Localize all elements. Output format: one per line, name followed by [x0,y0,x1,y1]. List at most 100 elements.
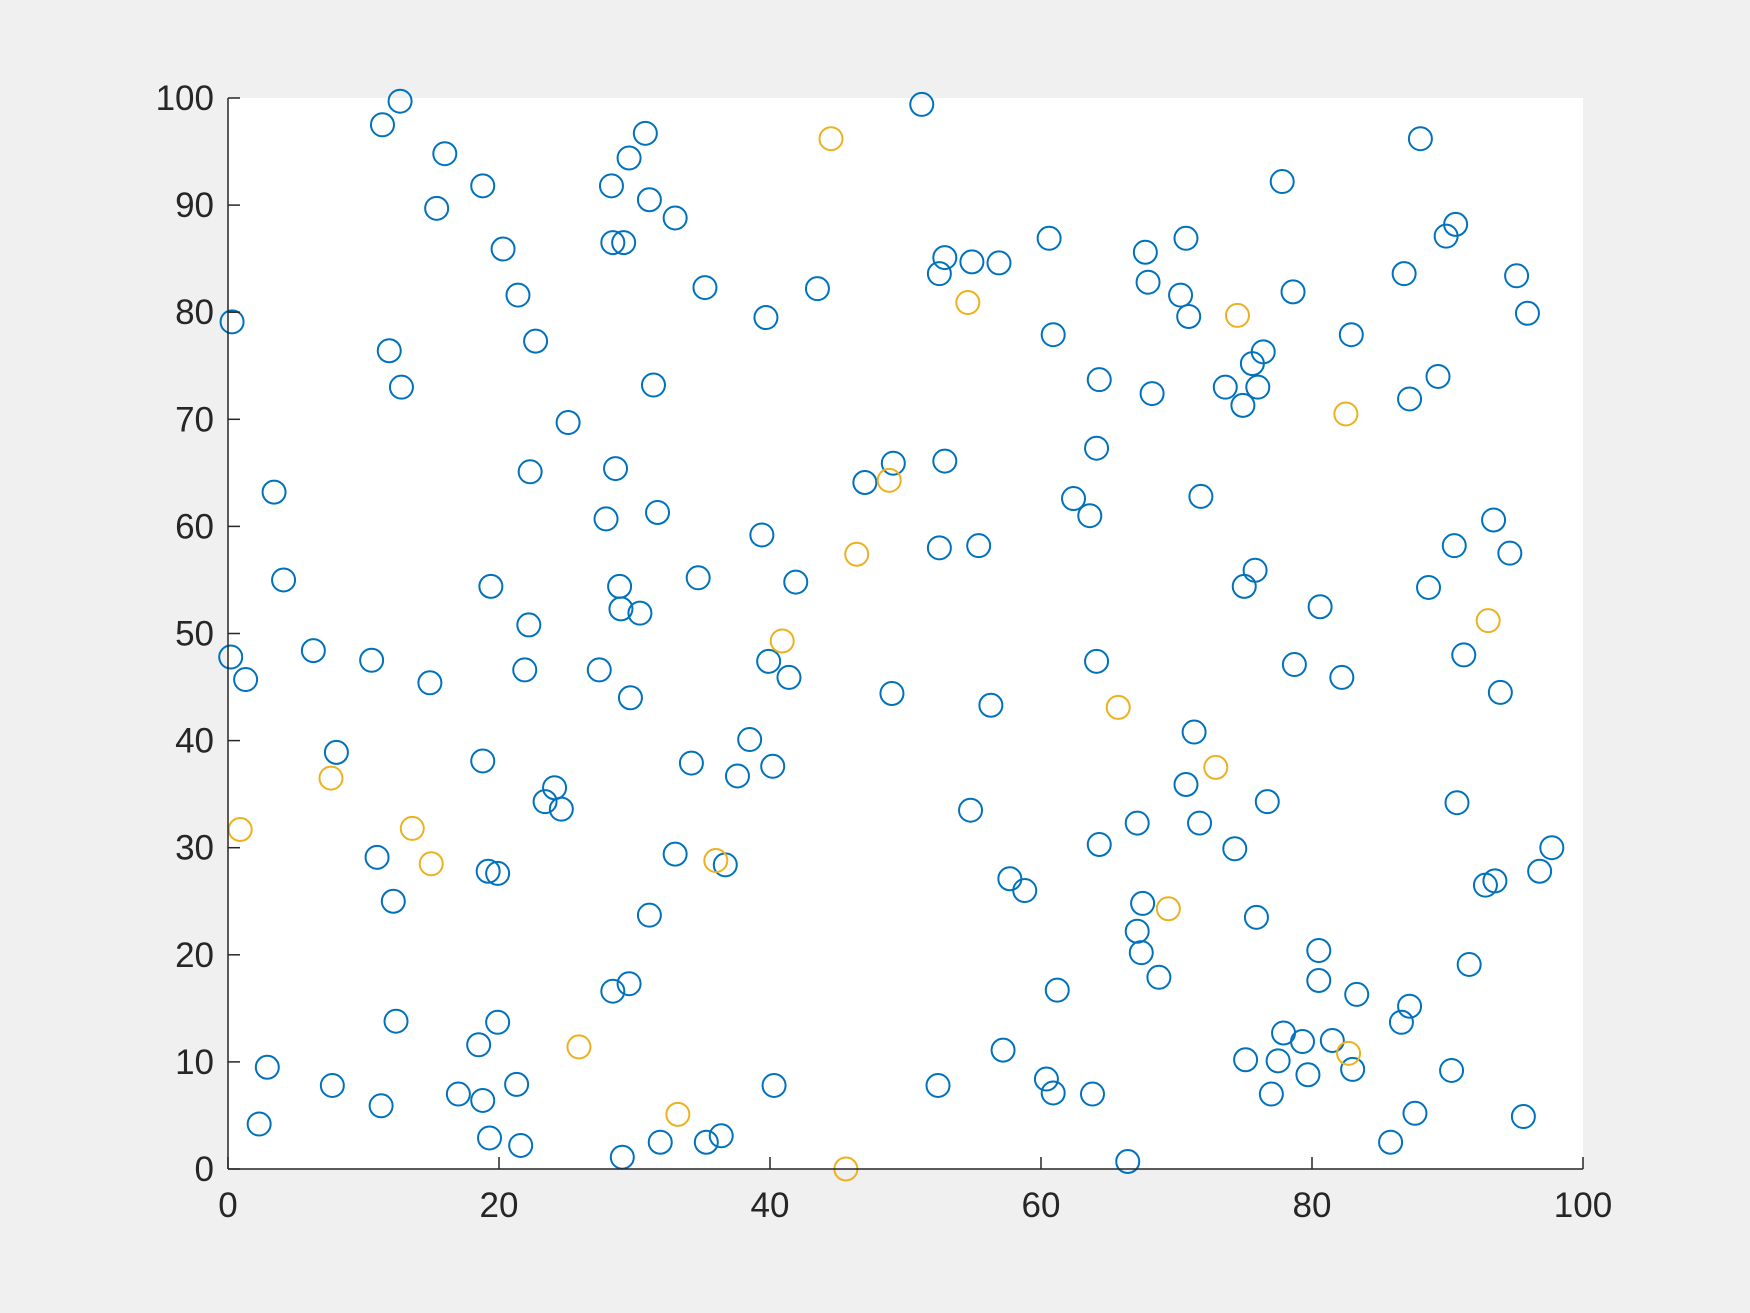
point [1233,1047,1259,1073]
point [318,765,344,791]
x-tick-label: 80 [1293,1186,1332,1225]
point [1527,858,1553,884]
point [1391,261,1417,287]
point [955,290,981,316]
point [632,120,658,146]
y-tick-label: 0 [195,1150,214,1189]
point [1146,964,1172,990]
point [662,205,688,231]
point [1510,1104,1536,1130]
point [665,1101,691,1127]
point [1105,694,1131,720]
point [470,1087,496,1113]
point [388,374,414,400]
point [1086,831,1112,857]
point [1475,608,1501,634]
point [1044,977,1070,1003]
point [932,245,958,271]
point [1040,322,1066,348]
point [756,648,782,674]
point [761,1072,787,1098]
point [1472,872,1498,898]
point [323,739,349,765]
point [611,230,637,256]
y-tick-label: 10 [175,1043,214,1082]
point [959,249,985,275]
point [383,1008,409,1034]
point [926,261,952,287]
point [523,328,549,354]
point [608,596,634,622]
point [603,456,629,482]
point [636,187,662,213]
point [844,541,870,567]
y-tick-label: 40 [175,722,214,761]
x-tick-label: 60 [1022,1186,1061,1225]
point [246,1111,272,1137]
point [1128,940,1154,966]
point [478,573,504,599]
point [647,1129,673,1155]
point [678,750,704,776]
point [966,533,992,559]
point [990,1037,1016,1063]
point [475,858,501,884]
point [1155,896,1181,922]
point [300,638,326,664]
point [1224,302,1250,328]
point [1329,664,1355,690]
point [485,1009,511,1035]
point [804,276,830,302]
point [1388,1009,1414,1035]
point [1307,594,1333,620]
point [1012,878,1038,904]
point [1487,679,1513,705]
point [958,797,984,823]
point [1168,282,1194,308]
point [1514,300,1540,326]
point [1333,401,1359,427]
point [776,664,802,690]
point [1061,486,1087,512]
point [218,644,244,670]
point [418,851,444,877]
point [517,459,543,485]
point [1230,392,1256,418]
point [1243,904,1269,930]
point [1176,303,1202,329]
point [1444,790,1470,816]
point [1306,938,1332,964]
point [1265,1048,1291,1074]
point [548,796,574,822]
y-tick-label: 50 [175,615,214,654]
point [932,448,958,474]
point [387,88,413,114]
point [1439,1057,1465,1083]
point [466,1032,492,1058]
point [760,753,786,779]
point [617,685,643,711]
point [1139,381,1165,407]
point [1173,772,1199,798]
point [724,763,750,789]
point [1280,279,1306,305]
point [600,978,626,1004]
point [909,91,935,117]
point [319,1072,345,1098]
y-tick-label: 90 [175,186,214,225]
point [703,848,729,874]
point [636,902,662,928]
plot-area [228,98,1583,1169]
point [254,1054,280,1080]
point [424,195,450,221]
point [1135,269,1161,295]
point [708,1123,734,1149]
point [1269,169,1295,195]
point [1290,1029,1316,1055]
point [1397,993,1423,1019]
point [1425,363,1451,389]
point [1254,789,1280,815]
point [1402,1100,1428,1126]
point [1433,223,1459,249]
